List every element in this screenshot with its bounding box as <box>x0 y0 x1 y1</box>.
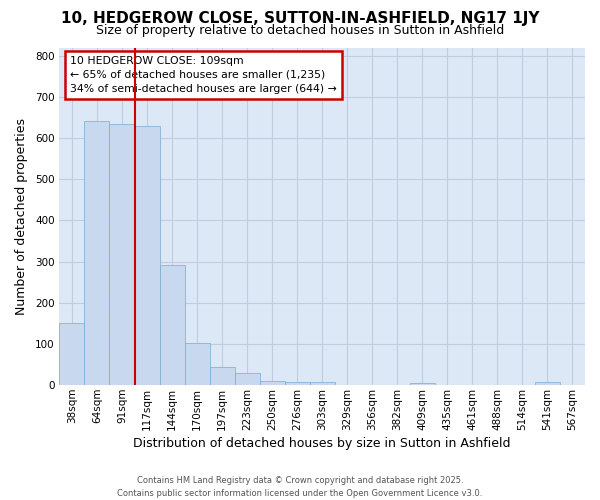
Text: Contains HM Land Registry data © Crown copyright and database right 2025.
Contai: Contains HM Land Registry data © Crown c… <box>118 476 482 498</box>
Bar <box>209 367 235 385</box>
Bar <box>410 383 435 385</box>
Text: 10, HEDGEROW CLOSE, SUTTON-IN-ASHFIELD, NG17 1JY: 10, HEDGEROW CLOSE, SUTTON-IN-ASHFIELD, … <box>61 11 539 26</box>
Bar <box>284 382 310 385</box>
Bar <box>535 382 560 385</box>
Bar <box>310 382 335 385</box>
Y-axis label: Number of detached properties: Number of detached properties <box>15 118 28 315</box>
Bar <box>85 121 109 385</box>
Bar <box>260 380 284 385</box>
Bar <box>185 342 209 385</box>
X-axis label: Distribution of detached houses by size in Sutton in Ashfield: Distribution of detached houses by size … <box>133 437 511 450</box>
Text: Size of property relative to detached houses in Sutton in Ashfield: Size of property relative to detached ho… <box>96 24 504 37</box>
Bar <box>134 126 160 385</box>
Bar <box>59 324 85 385</box>
Bar <box>160 264 185 385</box>
Bar <box>235 373 260 385</box>
Bar <box>109 124 134 385</box>
Text: 10 HEDGEROW CLOSE: 109sqm
← 65% of detached houses are smaller (1,235)
34% of se: 10 HEDGEROW CLOSE: 109sqm ← 65% of detac… <box>70 56 337 94</box>
